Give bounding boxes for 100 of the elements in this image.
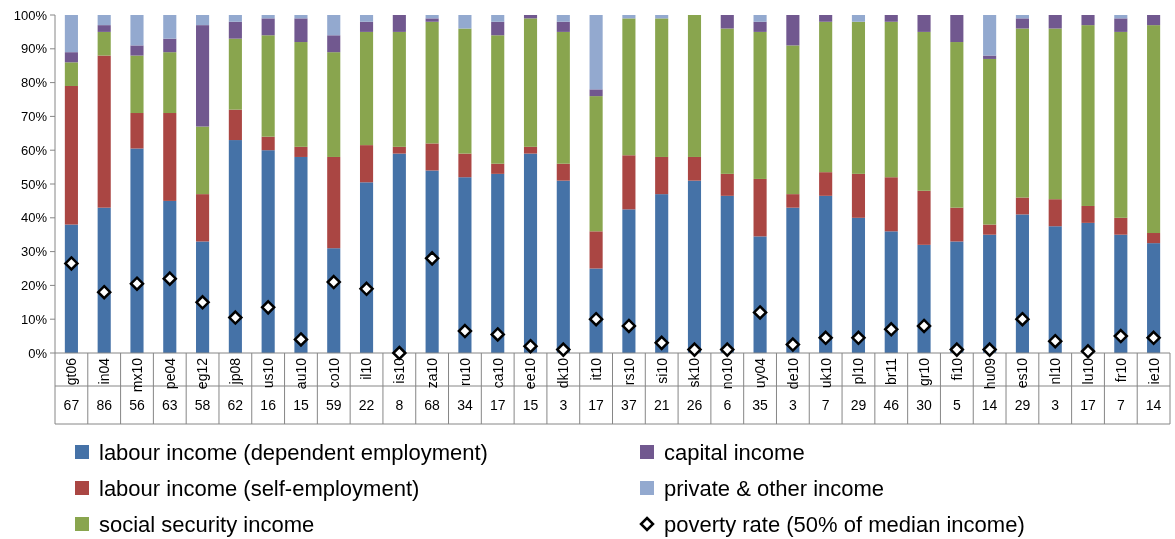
bar <box>294 156 308 353</box>
x-tick-label: es10 <box>1014 357 1031 389</box>
bar <box>1114 234 1128 353</box>
bar <box>261 35 275 137</box>
x-tick-label: br11 <box>883 357 900 385</box>
x-tick-label: pe04 <box>161 357 178 390</box>
point <box>621 318 637 334</box>
text: 17 <box>588 396 605 413</box>
bar <box>196 25 210 127</box>
bar <box>1147 15 1161 26</box>
bar <box>228 38 242 110</box>
bar <box>720 195 734 353</box>
bar <box>884 21 898 178</box>
bar <box>819 172 833 196</box>
bar <box>392 15 406 32</box>
point <box>1015 311 1030 327</box>
point <box>129 276 145 291</box>
bar <box>97 25 111 32</box>
bar <box>523 146 538 154</box>
bar <box>950 241 964 353</box>
bar <box>491 35 505 164</box>
x-tick-label: pl10 <box>850 357 867 385</box>
bar <box>589 96 603 232</box>
bar <box>622 18 636 156</box>
bar <box>523 18 538 147</box>
text: 15 <box>293 396 309 413</box>
x-tick-label: it10 <box>588 357 604 381</box>
text: 68 <box>424 396 441 413</box>
bar <box>917 15 931 32</box>
bar <box>425 21 439 144</box>
bar <box>983 15 997 56</box>
legend-label: labour income (dependent employment) <box>99 439 488 465</box>
bar <box>163 38 177 53</box>
x-tick-label: za10 <box>424 357 441 389</box>
bar <box>1048 226 1062 353</box>
point <box>982 342 997 357</box>
point <box>884 322 899 337</box>
x-tick-label: fr10 <box>1112 357 1129 383</box>
bar <box>819 21 833 173</box>
text: 63 <box>161 396 178 413</box>
bar <box>97 207 111 353</box>
bar <box>1114 217 1128 235</box>
bar <box>359 31 374 146</box>
x-tick-label: hu09 <box>981 357 998 390</box>
bar <box>983 58 997 225</box>
bar <box>720 15 734 29</box>
bar <box>1081 15 1095 26</box>
text: 35 <box>752 396 769 413</box>
point <box>687 342 702 357</box>
point <box>1080 344 1096 359</box>
bar <box>327 156 341 249</box>
bar <box>294 146 308 157</box>
bar <box>983 234 997 353</box>
bar <box>687 15 702 157</box>
text: 15 <box>522 396 539 413</box>
bar <box>851 21 866 174</box>
y-tick-label: 90% <box>20 41 48 57</box>
bar <box>1114 31 1128 218</box>
legend-label: social security income <box>99 511 315 537</box>
bar <box>294 15 308 19</box>
text: 3 <box>1051 396 1060 413</box>
bar <box>196 241 210 353</box>
bar <box>819 195 833 353</box>
bar <box>130 148 144 353</box>
bar <box>392 146 406 154</box>
x-tick-label: gt06 <box>63 357 80 386</box>
x-tick-label: ca10 <box>489 357 506 389</box>
point <box>96 284 112 300</box>
bar <box>622 155 636 210</box>
bar <box>491 163 505 174</box>
bar <box>556 180 570 353</box>
point <box>228 310 243 325</box>
text: 86 <box>96 396 113 413</box>
point <box>851 330 866 346</box>
legend-label: poverty rate (50% of median income) <box>664 511 1025 537</box>
bar <box>622 209 636 353</box>
bar <box>1015 28 1029 198</box>
point <box>916 318 932 334</box>
bar <box>917 244 931 353</box>
y-tick-label: 30% <box>20 244 48 260</box>
x-tick-label: dk10 <box>555 357 572 389</box>
bar <box>589 89 603 97</box>
bar <box>884 231 898 353</box>
y-tick-label: 0% <box>28 345 48 361</box>
bar <box>130 45 144 56</box>
x-tick-label: sk10 <box>686 357 703 388</box>
x-tick-label: uy04 <box>751 357 768 389</box>
point <box>949 342 965 357</box>
point <box>64 256 79 271</box>
bar <box>753 21 767 32</box>
text: 37 <box>621 396 637 413</box>
bar <box>491 173 505 353</box>
point <box>556 342 571 357</box>
bar <box>97 55 111 208</box>
text: 14 <box>1145 396 1162 413</box>
bar <box>589 231 603 269</box>
text: 58 <box>194 396 211 413</box>
x-tick-label: fi10 <box>948 357 965 381</box>
x-tick-label: ru10 <box>456 357 473 387</box>
bar <box>1147 25 1161 234</box>
